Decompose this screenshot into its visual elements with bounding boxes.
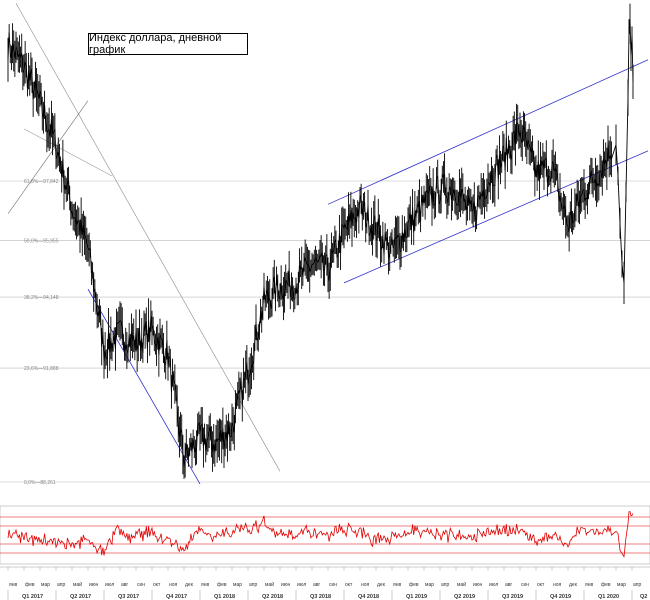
month-label: мар (41, 582, 50, 588)
month-label: апр (57, 582, 65, 588)
month-label: окт (345, 582, 353, 588)
month-label: мар (233, 582, 242, 588)
month-label: июн (89, 582, 99, 588)
fib-label-1: 50,0%—95,955 (24, 238, 59, 244)
month-label: сен (521, 582, 529, 588)
month-label: сен (137, 582, 145, 588)
month-label: мар (617, 582, 626, 588)
rsi-line (7, 511, 634, 558)
month-label: май (457, 581, 466, 588)
quarter-label: Q1 2017 (22, 594, 43, 600)
month-label: ноя (553, 582, 562, 588)
month-label: дек (377, 582, 386, 588)
month-label: июн (473, 582, 483, 588)
month-label: дек (185, 582, 194, 588)
quarter-label: Q4 2018 (358, 594, 379, 600)
fib-label-4: 0,0%—88,261 (24, 480, 56, 486)
quarter-label: Q1 2020 (598, 594, 619, 600)
quarter-label: Q4 2017 (166, 594, 187, 600)
month-label: окт (153, 582, 161, 588)
quarter-label: Q3 2017 (118, 594, 139, 600)
downtrend-line (15, 3, 281, 472)
down-channel-lower (87, 288, 201, 485)
month-label: мар (425, 582, 434, 588)
month-label: авг (505, 582, 512, 588)
month-label: окт (537, 582, 545, 588)
fibonacci-levels: 61,8%—97,842 50,0%—95,955 38,2%—94,148 23,6… (0, 179, 650, 486)
month-label: июл (105, 582, 114, 588)
month-label: сен (329, 582, 337, 588)
month-label: янв (201, 582, 209, 588)
quarter-label: Q1 2019 (406, 594, 427, 600)
chart-title: Индекс доллара, дневной график (88, 32, 248, 56)
early-trendline-2 (23, 128, 113, 177)
quarter-label: Q3 2019 (502, 594, 523, 600)
month-label: май (265, 581, 274, 588)
price-series (7, 3, 634, 479)
month-label: апр (249, 582, 257, 588)
fib-label-3: 23,6%—91,888 (24, 366, 59, 372)
month-label: фев (409, 582, 419, 588)
fib-label-2: 38,2%—94,148 (24, 295, 59, 301)
month-label: фев (601, 582, 611, 588)
month-label: июл (297, 582, 306, 588)
quarter-label: Q2 (640, 594, 647, 600)
quarter-label: Q2 2018 (262, 594, 283, 600)
month-label: фев (217, 582, 227, 588)
price-line (7, 18, 634, 468)
month-label: янв (9, 582, 17, 588)
early-trendline (7, 100, 89, 214)
time-axis: янв фев мар апр май июн июл авг сен окт ноя дек янв ф… (0, 566, 650, 600)
rsi-panel (0, 505, 650, 565)
month-label: дек (569, 582, 578, 588)
month-label: ноя (169, 582, 178, 588)
quarter-label: Q3 2018 (310, 594, 331, 600)
month-label: янв (393, 582, 401, 588)
quarter-label: Q2 2017 (70, 594, 91, 600)
rsi-frame (0, 505, 650, 565)
month-label: апр (633, 582, 641, 588)
quarter-label: Q4 2019 (550, 594, 571, 600)
month-label: янв (585, 582, 593, 588)
month-label: апр (441, 582, 449, 588)
month-label: авг (313, 582, 320, 588)
month-label: июл (489, 582, 498, 588)
fib-label-0: 61,8%—97,842 (24, 179, 59, 185)
month-label: июн (281, 582, 291, 588)
month-label: авг (121, 582, 128, 588)
up-channel-upper (327, 59, 649, 205)
month-label: фев (25, 582, 35, 588)
quarter-label: Q2 2019 (454, 594, 475, 600)
month-label: ноя (361, 582, 370, 588)
quarter-label: Q1 2018 (214, 594, 235, 600)
month-label: май (73, 581, 82, 588)
